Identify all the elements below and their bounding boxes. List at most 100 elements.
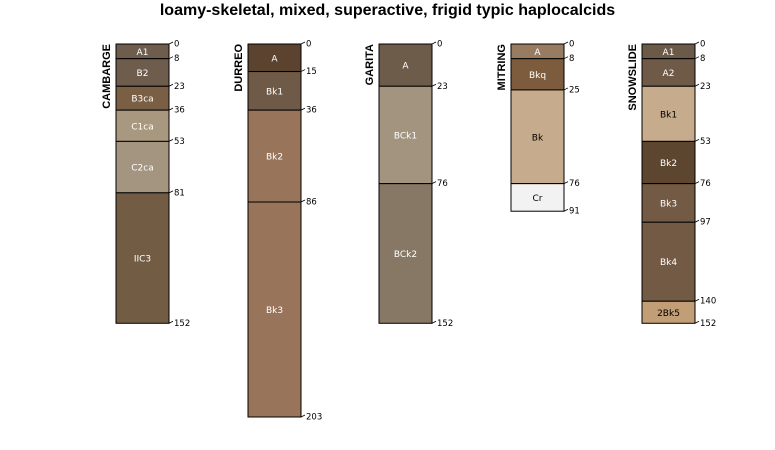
horizon-label: Bk3: [660, 199, 677, 209]
horizon-label: 2Bk5: [657, 309, 680, 319]
horizon-garita-bck1: [378, 85, 433, 185]
depth-label: 23: [437, 82, 448, 92]
horizon-mitring-bk: [510, 89, 565, 185]
depth-label: 0: [437, 40, 442, 50]
depth-tick: [694, 181, 700, 185]
depth-label: 36: [306, 106, 317, 116]
depth-tick: [563, 208, 569, 212]
horizon-durreo-a: [247, 43, 302, 73]
depth-label: 0: [174, 40, 179, 50]
horizon-label: A: [534, 48, 541, 58]
depth-label: 140: [700, 297, 716, 307]
depth-tick: [694, 83, 700, 87]
horizon-label: Bk: [532, 133, 544, 143]
depth-label: 152: [700, 319, 716, 329]
profile-name: SNOWSLIDE: [627, 44, 639, 111]
profile-name: CAMBARGE: [101, 44, 113, 109]
horizon-garita-a: [378, 43, 433, 87]
horizon-mitring-bkq: [510, 58, 565, 91]
depth-label: 36: [174, 106, 185, 116]
profile-name: GARITA: [364, 44, 376, 85]
depth-label: 76: [437, 179, 448, 189]
depth-label: 152: [174, 319, 190, 329]
depth-tick: [168, 83, 174, 87]
figure-title: loamy-skeletal, mixed, superactive, frig…: [159, 2, 616, 19]
horizon-cambarge-b2: [115, 58, 170, 87]
horizon-label: B3ca: [131, 95, 153, 105]
depth-tick: [694, 219, 700, 223]
depth-label: 97: [700, 218, 711, 228]
horizon-snowslide-2bk5: [641, 300, 696, 324]
horizon-label: C1ca: [131, 122, 153, 132]
depth-tick: [168, 56, 174, 60]
depth-label: 86: [306, 198, 317, 208]
depth-label: 23: [700, 82, 711, 92]
depth-tick: [300, 69, 306, 72]
horizon-label: Bk1: [266, 87, 283, 97]
horizon-label: BCk1: [394, 131, 417, 141]
depth-tick: [431, 181, 437, 185]
depth-tick: [431, 83, 437, 87]
depth-tick: [563, 41, 569, 45]
depth-label: 15: [306, 67, 317, 77]
depth-tick: [168, 107, 174, 111]
depth-tick: [694, 56, 700, 60]
depth-tick: [694, 41, 700, 45]
horizon-label: Bk4: [660, 258, 677, 268]
depth-label: 76: [700, 179, 711, 189]
horizon-label: Bkq: [529, 71, 546, 81]
profile-name: DURREO: [233, 44, 245, 92]
depth-label: 0: [700, 40, 705, 50]
depth-tick: [694, 320, 700, 324]
horizon-label: Bk3: [266, 306, 283, 316]
profile-garita: A BCk1 BCk2 0 23 76 152 GARITA: [364, 40, 453, 329]
horizon-label: A1: [137, 48, 149, 58]
depth-tick: [300, 199, 306, 203]
horizon-cambarge-c2ca: [115, 140, 170, 194]
horizon-cambarge-c1ca: [115, 109, 170, 142]
profile-mitring: A Bkq Bk Cr 0 8 25 76 91 MITRING: [496, 40, 580, 217]
horizon-label: A1: [663, 48, 675, 58]
horizon-mitring-cr: [510, 183, 565, 212]
depth-label: 8: [569, 54, 574, 64]
depth-tick: [563, 56, 569, 60]
horizon-label: Cr: [533, 194, 543, 204]
profile-name: MITRING: [496, 44, 508, 90]
depth-label: 81: [174, 188, 185, 198]
depth-tick: [431, 320, 437, 324]
horizon-snowslide-bk2: [641, 140, 696, 185]
depth-tick: [168, 320, 174, 324]
depth-label: 0: [569, 40, 574, 50]
depth-tick: [563, 181, 569, 185]
depth-tick: [431, 41, 437, 45]
horizon-label: A: [402, 62, 409, 72]
horizon-label: BCk2: [394, 250, 417, 260]
horizon-snowslide-bk1: [641, 85, 696, 142]
depth-tick: [300, 107, 306, 111]
depth-tick: [563, 87, 569, 91]
depth-label: 8: [174, 54, 179, 64]
horizon-label: A2: [663, 69, 675, 79]
horizon-label: IIC3: [134, 255, 151, 265]
depth-label: 76: [569, 179, 580, 189]
horizon-label: B2: [137, 69, 149, 79]
depth-label: 91: [569, 207, 580, 217]
depth-label: 53: [700, 137, 711, 147]
depth-tick: [694, 298, 700, 302]
depth-tick: [300, 414, 306, 418]
horizon-label: Bk2: [660, 159, 677, 169]
depth-tick: [168, 190, 174, 194]
depth-tick: [300, 41, 306, 45]
horizon-snowslide-a2: [641, 58, 696, 87]
horizon-label: A: [271, 54, 278, 64]
depth-tick: [168, 41, 174, 45]
profile-durreo: A Bk1 Bk2 Bk3 0 15 36 86 203 DURREO: [233, 40, 322, 423]
depth-label: 25: [569, 85, 580, 95]
horizon-label: Bk2: [266, 153, 283, 163]
horizon-durreo-bk3: [247, 201, 302, 418]
depth-tick: [694, 139, 700, 142]
profile-snowslide: A1 A2 Bk1 Bk2 Bk3 Bk4 2Bk5 0 8 23 53 76 97 140 152 SNOW…: [627, 40, 716, 329]
depth-label: 203: [306, 413, 322, 423]
depth-label: 0: [306, 40, 311, 50]
